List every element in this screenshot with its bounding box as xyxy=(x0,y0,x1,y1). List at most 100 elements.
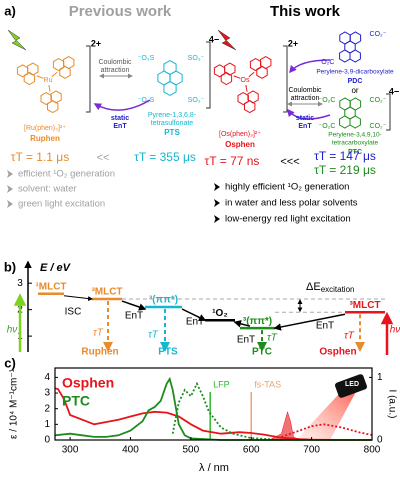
y2-axis-label: I (a.u.) xyxy=(386,390,397,419)
ring xyxy=(63,56,75,70)
x-tick-label: 800 xyxy=(364,445,381,456)
arrow xyxy=(93,99,151,111)
label: PDC xyxy=(348,78,363,85)
label: τT xyxy=(344,331,355,342)
y2-tick-label: 0 xyxy=(377,435,383,446)
x-tick-label: 400 xyxy=(122,445,139,456)
title: Previous work xyxy=(69,3,172,20)
bullet-text: low-energy red light excitation xyxy=(225,214,351,225)
label: τT = 355 μs xyxy=(134,150,196,164)
label: ³MLCT xyxy=(349,300,380,311)
bullet xyxy=(214,199,220,207)
label: τT = 219 μs xyxy=(314,163,376,177)
y-tick-label: 0 xyxy=(44,435,50,446)
x-tick-label: 600 xyxy=(243,445,260,456)
label: CO₂⁻ xyxy=(370,97,387,104)
ring xyxy=(23,71,36,86)
label: Coulombic xyxy=(288,87,322,94)
label: SO₃⁻ xyxy=(188,97,205,104)
ring xyxy=(27,62,39,76)
label: ⁻O₃S xyxy=(138,55,155,62)
title: This work xyxy=(270,3,341,20)
bracket xyxy=(386,93,391,131)
x-tick-label: 700 xyxy=(303,445,320,456)
bullet xyxy=(7,185,13,193)
ring xyxy=(213,64,226,78)
label: Osphen xyxy=(225,140,255,149)
ring xyxy=(220,71,233,86)
bullet xyxy=(7,200,13,208)
bullet-text: solvent: water xyxy=(18,184,77,195)
ring xyxy=(52,58,65,72)
bullet-text: highly efficient ¹O₂ generation xyxy=(225,182,349,193)
label: 4− xyxy=(209,34,219,44)
label: CO₂⁻ xyxy=(370,31,387,38)
label: attraction xyxy=(101,67,130,74)
connector xyxy=(36,75,44,79)
label: τT = 147 μs xyxy=(314,149,376,163)
connector xyxy=(273,313,346,331)
y-tick-label: 1 xyxy=(44,419,50,430)
label: fs-TAS xyxy=(254,379,281,389)
label: Pyrene-1,3,6,8- xyxy=(148,112,197,119)
label: CO₂⁻ xyxy=(370,123,387,130)
bullet-text: green light excitation xyxy=(18,199,105,210)
bullet-text: efficient ¹O₂ generation xyxy=(18,169,115,180)
ring xyxy=(224,62,236,76)
light-beam xyxy=(296,388,358,440)
line xyxy=(171,381,282,441)
lightning-icon xyxy=(7,29,27,51)
legend-entry: PTC xyxy=(62,393,90,409)
label: Ruphen xyxy=(30,134,60,143)
label: EnT xyxy=(316,321,334,332)
metal-label: Os xyxy=(241,77,250,84)
plot-frame xyxy=(54,367,373,441)
label: ⁻O₂C xyxy=(319,97,336,104)
bracket xyxy=(283,45,288,113)
ring xyxy=(349,49,361,63)
ring xyxy=(163,60,177,76)
led-icon xyxy=(335,374,367,398)
label: EnT xyxy=(113,123,127,130)
y-tick-label: 2 xyxy=(44,403,50,414)
legend-entry: Osphen xyxy=(62,375,114,391)
label: static xyxy=(296,115,314,122)
arrow xyxy=(289,59,331,74)
bullet xyxy=(214,215,220,223)
label: ΔEexcitation xyxy=(306,281,354,294)
ring xyxy=(339,115,351,129)
y-axis-label: ε / 10⁴ M⁻¹cm⁻¹ xyxy=(9,368,20,439)
label: <<< xyxy=(280,156,299,168)
panel-label: a) xyxy=(4,3,16,18)
label: << xyxy=(97,152,110,164)
connector xyxy=(233,75,241,79)
label: PTS xyxy=(164,128,180,137)
lightning-icon xyxy=(217,29,237,51)
label: ³MLCT xyxy=(91,287,122,298)
y-tick-label: 3 xyxy=(44,388,50,399)
label: Ruphen xyxy=(81,347,118,358)
connector xyxy=(181,308,207,321)
label: 2+ xyxy=(288,38,298,48)
label: hν xyxy=(390,325,400,336)
label: Coulombic xyxy=(98,59,132,66)
connector xyxy=(248,71,255,78)
ring xyxy=(163,80,177,96)
label: 4− xyxy=(389,86,399,96)
metal-label: Ru xyxy=(44,77,53,84)
label: LFP xyxy=(213,379,230,389)
arrow xyxy=(287,108,331,120)
connector xyxy=(48,84,51,92)
label: PTC xyxy=(252,347,272,358)
label: 2+ xyxy=(91,38,101,48)
line xyxy=(281,423,373,438)
label: τT = 1.1 μs xyxy=(11,150,69,164)
label: ³(ππ*) xyxy=(149,295,178,306)
led-label: LED xyxy=(345,381,359,388)
ring xyxy=(16,64,29,78)
label: PTS xyxy=(158,347,178,358)
connector xyxy=(233,320,251,328)
label: tetracarboxylate xyxy=(332,140,379,147)
label: tetrasulfonate xyxy=(151,120,194,127)
label: Perylene-3,4,9,10- xyxy=(328,132,381,139)
